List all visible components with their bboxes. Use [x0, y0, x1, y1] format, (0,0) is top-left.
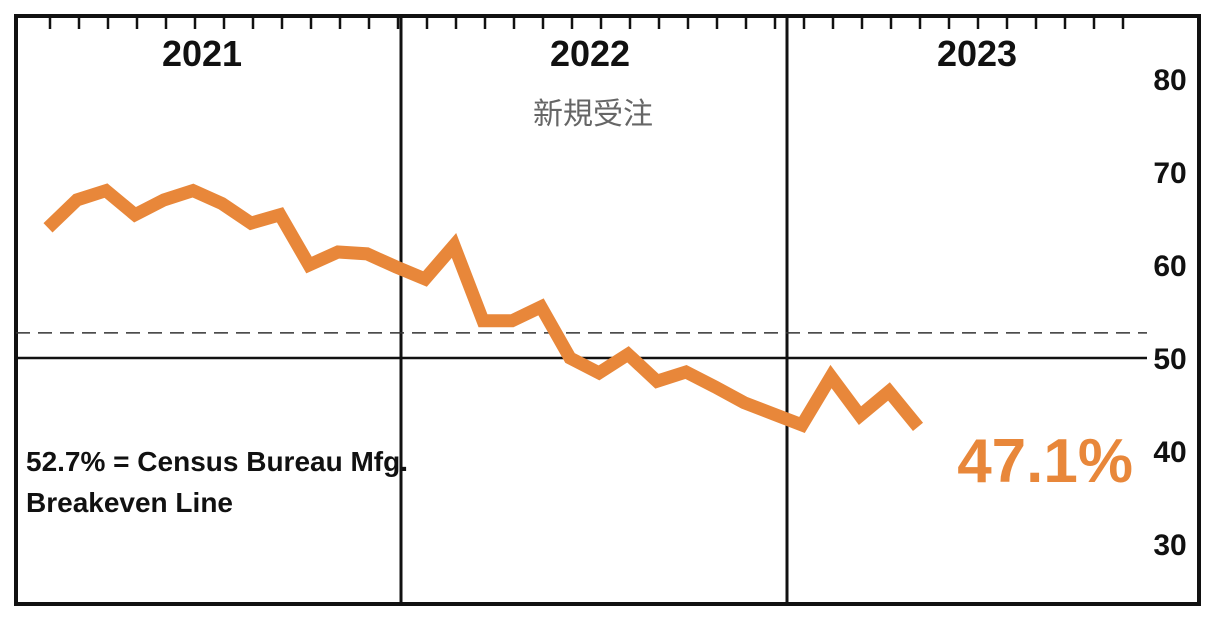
breakeven-note-line2: Breakeven Line — [26, 487, 233, 518]
y-tick-label: 80 — [1153, 64, 1186, 97]
y-tick-label: 60 — [1153, 250, 1186, 283]
year-label-2023: 2023 — [937, 33, 1017, 74]
plot-frame — [14, 14, 1201, 606]
y-tick-label: 50 — [1153, 343, 1186, 376]
y-tick-label: 30 — [1153, 529, 1186, 562]
y-axis: 80 70 60 50 40 30 — [1153, 64, 1186, 562]
month-ticks — [48, 16, 1125, 29]
y-tick-label: 40 — [1153, 436, 1186, 469]
series-line-new-orders — [43, 183, 924, 433]
year-label-2022: 2022 — [550, 33, 630, 74]
chart-title: 新規受注 — [533, 97, 653, 132]
y-tick-label: 70 — [1153, 157, 1186, 190]
latest-value-label: 47.1% — [957, 427, 1133, 496]
breakeven-note-line1: 52.7% = Census Bureau Mfg. — [26, 446, 408, 477]
year-label-2021: 2021 — [162, 33, 242, 74]
